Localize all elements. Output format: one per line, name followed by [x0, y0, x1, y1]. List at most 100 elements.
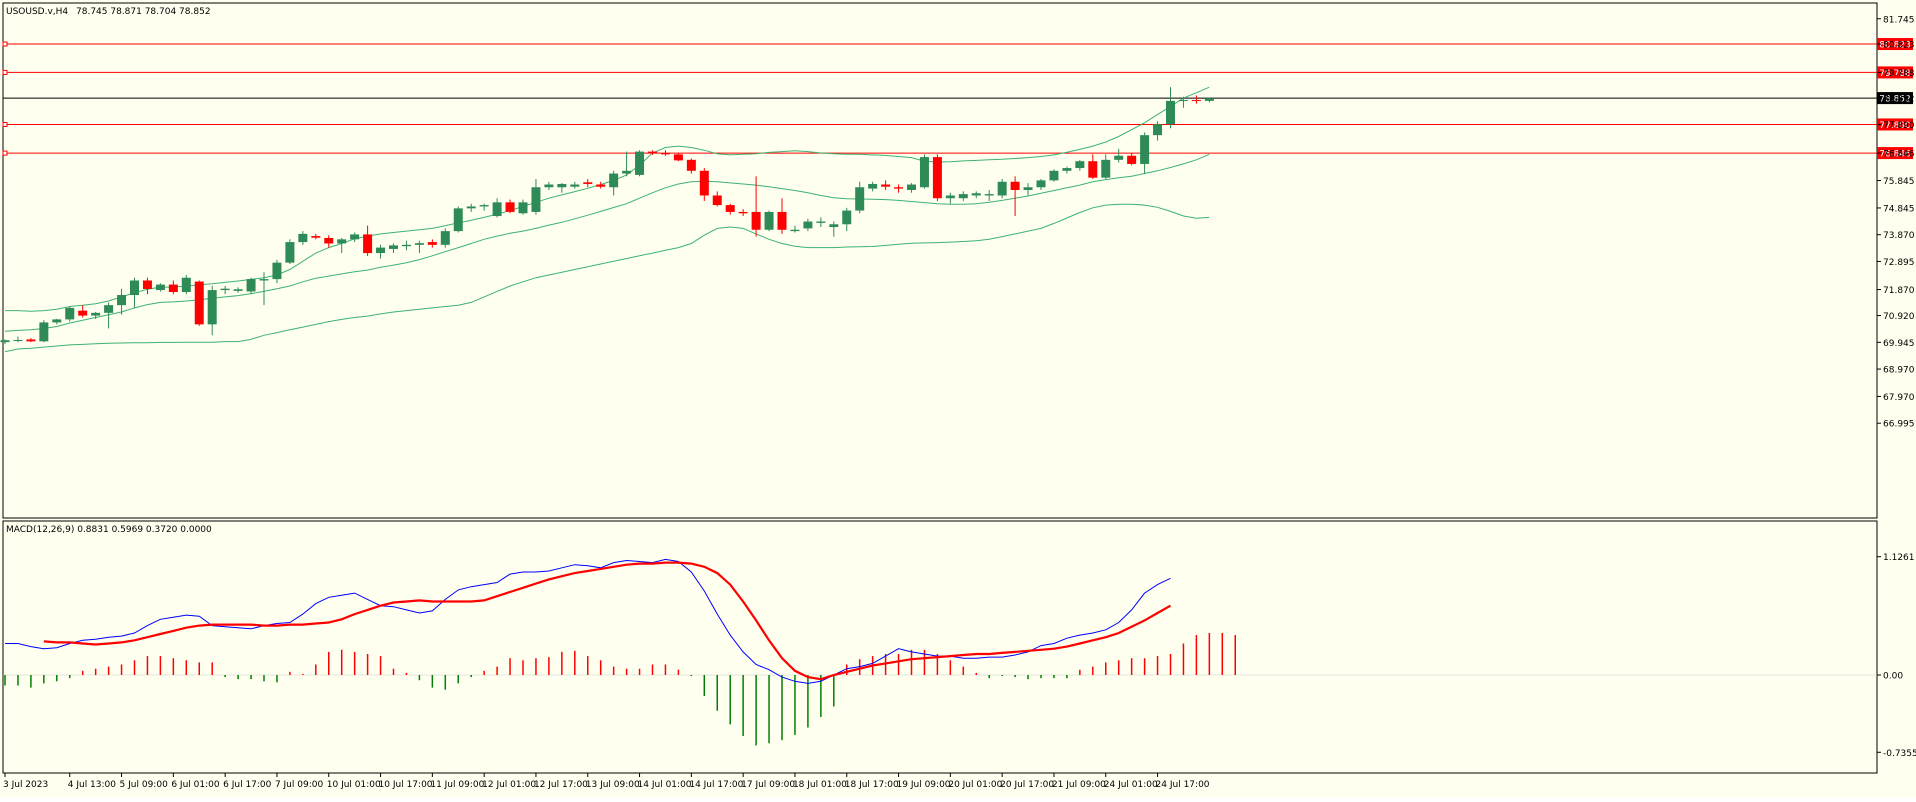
candle-body [518, 202, 528, 214]
price-tick-label: 76.846 [1883, 150, 1915, 160]
candle-body [91, 312, 101, 316]
candle [881, 180, 891, 190]
candle [919, 154, 929, 189]
price-level-handle [2, 69, 8, 75]
candle-body [842, 210, 852, 225]
candle [142, 277, 152, 295]
candle-body [544, 184, 554, 188]
candle-body [1101, 159, 1111, 178]
price-tick-label: 68.970 [1883, 366, 1915, 376]
candle [894, 184, 904, 193]
candle [790, 225, 800, 233]
candle-body [1075, 161, 1085, 169]
candle [1140, 132, 1150, 174]
candle-body [376, 247, 386, 254]
candle-body [324, 237, 334, 244]
price-tick-label: 70.920 [1883, 312, 1915, 322]
time-tick-label: 11 Jul 09:00 [430, 780, 484, 790]
candle-body [907, 184, 916, 190]
candle [65, 306, 75, 322]
candle [907, 183, 916, 193]
candle-body [777, 211, 787, 230]
candle-body [427, 242, 437, 245]
candle [272, 259, 282, 284]
candle [1049, 169, 1059, 182]
candle [816, 217, 826, 228]
candle-body [803, 221, 813, 229]
candle [466, 203, 476, 212]
candle [557, 183, 567, 193]
candle-body [881, 184, 891, 187]
candle [958, 191, 968, 201]
candle [945, 192, 955, 204]
candle [130, 277, 139, 308]
candle-body [1036, 180, 1046, 188]
candle [622, 151, 632, 177]
candle [803, 218, 813, 232]
candle [712, 191, 722, 207]
candle [453, 206, 463, 233]
candle [648, 150, 657, 155]
candle-body [207, 290, 217, 325]
candle-body [285, 242, 295, 263]
candle-body [39, 322, 49, 342]
candle [389, 243, 398, 254]
bollinger-bands-layer [4, 86, 1210, 353]
candle-body [142, 280, 152, 289]
candle [1062, 166, 1072, 174]
candle [427, 239, 437, 248]
price-tick-label: 67.970 [1883, 393, 1915, 403]
candle [1075, 159, 1085, 171]
macd-signal-line [43, 561, 1172, 681]
candle-body [531, 187, 541, 212]
price-level-tag-text: 80.823 [1879, 41, 1911, 51]
candle [1114, 148, 1124, 163]
candle [932, 154, 942, 201]
candle [997, 179, 1007, 199]
candle-body [725, 205, 735, 212]
candle [842, 207, 852, 232]
price-tick-label: 73.870 [1883, 231, 1915, 241]
price-tick-label: 71.870 [1883, 286, 1915, 296]
macd-line [5, 558, 1171, 684]
candle [285, 239, 295, 265]
candle-body [609, 173, 619, 188]
candle-body [389, 245, 398, 249]
price-level-handle [2, 41, 8, 47]
time-tick-label: 6 Jul 17:00 [223, 780, 272, 790]
candle [984, 189, 994, 201]
candle-body [1178, 100, 1188, 102]
candle-body [1191, 100, 1201, 102]
price-tick-label: 74.845 [1883, 204, 1915, 214]
candle-body [790, 229, 800, 232]
candle-body [1153, 124, 1163, 136]
candle [751, 176, 761, 237]
time-tick-label: 24 Jul 01:00 [1104, 780, 1158, 790]
price-tick-label: 66.995 [1883, 420, 1915, 430]
candle-body [660, 152, 670, 155]
candle [570, 181, 580, 189]
candle-body [829, 224, 839, 228]
candle-body [583, 182, 593, 184]
candle-body [233, 289, 243, 291]
candle-body [104, 305, 114, 313]
candle [1204, 97, 1214, 103]
time-tick-label: 12 Jul 17:00 [534, 780, 588, 790]
candle [155, 283, 165, 292]
time-tick-label: 3 Jul 2023 [3, 780, 48, 790]
candle [479, 203, 489, 211]
candle [298, 231, 308, 245]
price-tick-label: 80.823 [1883, 41, 1915, 51]
time-tick-label: 18 Jul 01:00 [793, 780, 847, 790]
candle-body [751, 211, 761, 230]
candle-body [596, 184, 606, 187]
candle-body [350, 234, 360, 240]
candle-body [401, 244, 411, 247]
time-tick-label: 6 Jul 01:00 [171, 780, 220, 790]
candle-body [648, 151, 657, 153]
candle [259, 272, 269, 306]
candles-layer [0, 87, 1214, 345]
candle-body [52, 319, 62, 323]
candle-body [505, 202, 515, 212]
